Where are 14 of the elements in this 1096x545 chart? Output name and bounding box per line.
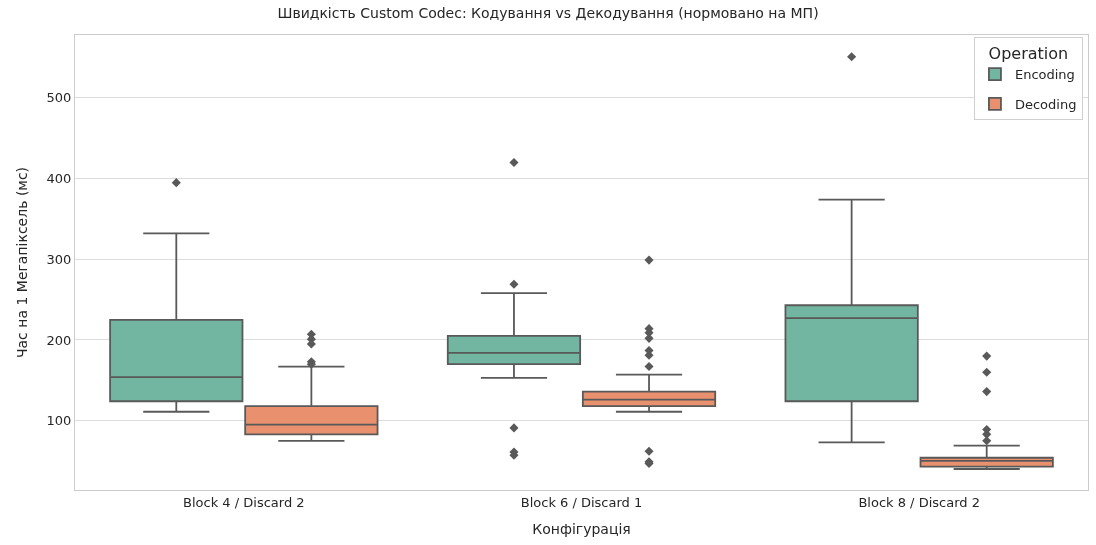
y-axis-title: Час на 1 Мегапіксель (мс) — [14, 166, 31, 359]
y-tick-label: 300 — [46, 251, 72, 267]
legend-label: Decoding — [1014, 97, 1077, 112]
chart-title: Швидкість Custom Codec: Кодування vs Декодування (нормовано на МП) — [277, 4, 819, 21]
x-tick-label: Block 6 / Discard 1 — [520, 494, 643, 510]
x-tick-label: Block 4 / Discard 2 — [183, 494, 305, 510]
y-tick-label: 500 — [46, 90, 72, 106]
y-tick-label: 100 — [46, 413, 72, 429]
y-tick-label: 200 — [46, 332, 72, 348]
legend-title: Operation — [988, 44, 1069, 64]
x-axis-title: Конфігурація — [532, 520, 631, 537]
y-tick-label: 400 — [46, 171, 72, 187]
legend-label: Encoding — [1014, 67, 1075, 83]
x-tick-label: Block 8 / Discard 2 — [858, 494, 980, 510]
